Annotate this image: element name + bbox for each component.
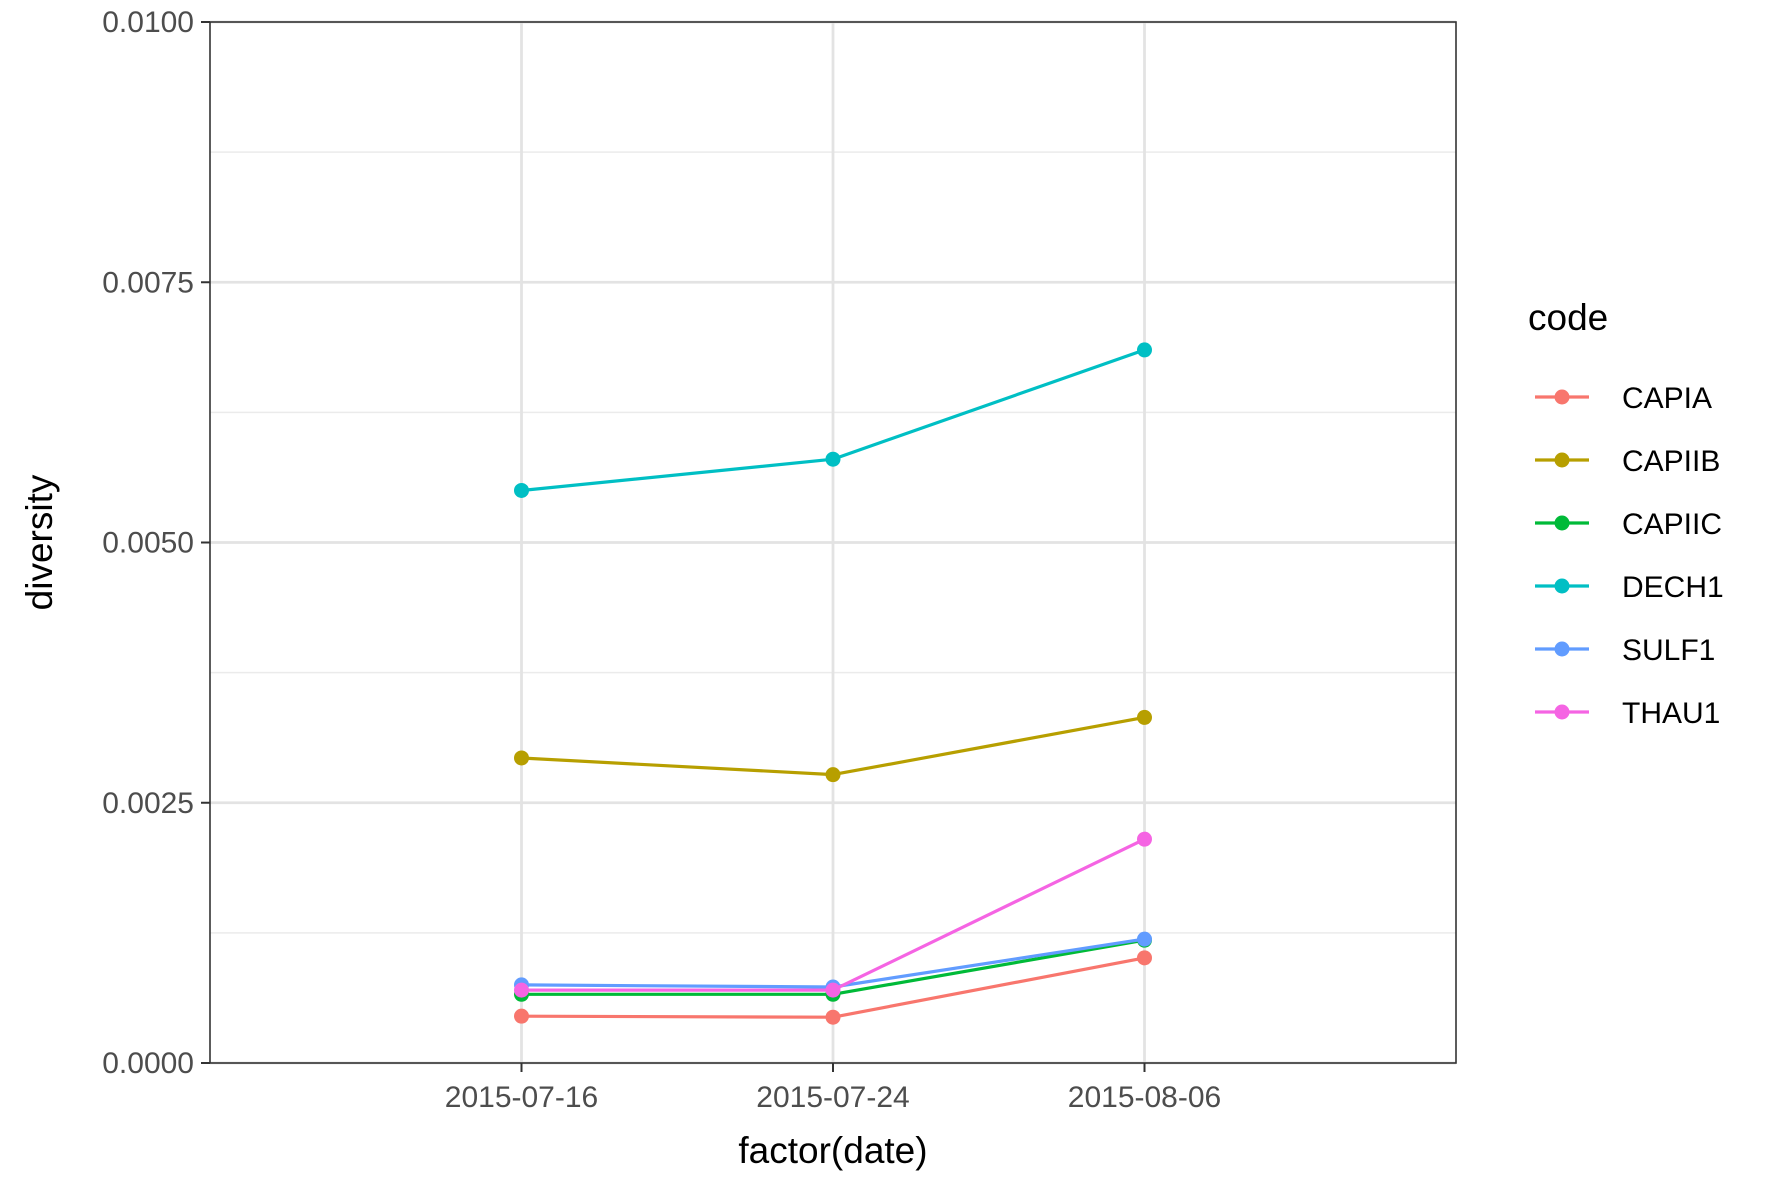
legend-item-sulf1: SULF1 xyxy=(1535,634,1715,667)
series-group xyxy=(514,342,1152,1025)
legend-marker xyxy=(1554,452,1570,468)
legend-label: SULF1 xyxy=(1622,634,1715,667)
series-capiib xyxy=(514,709,1152,783)
data-point xyxy=(1137,931,1152,947)
data-point xyxy=(514,1008,529,1024)
x-axis-title: factor(date) xyxy=(738,1130,927,1171)
series-capia xyxy=(514,950,1152,1025)
legend-label: CAPIIC xyxy=(1622,508,1722,541)
legend-marker xyxy=(1554,515,1570,531)
y-tick-label: 0.0025 xyxy=(102,787,194,820)
y-axis-title: diversity xyxy=(19,474,60,610)
legend-item-thau1: THAU1 xyxy=(1535,697,1720,730)
data-point xyxy=(1137,342,1152,358)
legend-title: code xyxy=(1528,297,1608,338)
legend-item-capia: CAPIA xyxy=(1535,382,1712,415)
data-point xyxy=(1137,709,1152,725)
data-point xyxy=(825,1009,841,1025)
y-tick-label: 0.0075 xyxy=(102,266,194,299)
data-point xyxy=(514,482,529,498)
data-point xyxy=(514,982,529,998)
data-point xyxy=(1137,950,1152,966)
series-thau1 xyxy=(514,831,1152,998)
legend-label: CAPIA xyxy=(1622,382,1712,415)
legend-marker xyxy=(1554,578,1570,594)
legend-item-capiib: CAPIIB xyxy=(1535,445,1720,478)
data-point xyxy=(825,767,841,783)
legend-label: CAPIIB xyxy=(1622,445,1720,478)
axes: 0.0000 0.0025 0.0050 0.0075 0.0100 2015-07-16… xyxy=(102,6,1221,1114)
legend-marker xyxy=(1554,389,1570,405)
y-tick-label: 0.0100 xyxy=(102,6,194,39)
x-tick-label: 2015-07-24 xyxy=(756,1081,909,1114)
legend-item-capiic: CAPIIC xyxy=(1535,508,1722,541)
data-point xyxy=(1137,831,1152,847)
legend-label: THAU1 xyxy=(1622,697,1720,730)
data-point xyxy=(825,451,841,467)
legend: code CAPIA CAPIIB CAPIIC DECH1 SULF1 THAU1 xyxy=(1528,297,1724,730)
y-tick-label: 0.0050 xyxy=(102,527,194,560)
y-tick-label: 0.0000 xyxy=(102,1047,194,1080)
x-tick-label: 2015-08-06 xyxy=(1068,1081,1221,1114)
data-point xyxy=(514,750,529,766)
legend-marker xyxy=(1554,641,1570,657)
legend-marker xyxy=(1554,704,1570,720)
legend-item-dech1: DECH1 xyxy=(1535,571,1724,604)
data-point xyxy=(825,982,841,998)
series-dech1 xyxy=(514,342,1152,498)
x-tick-label: 2015-07-16 xyxy=(445,1081,598,1114)
legend-label: DECH1 xyxy=(1622,571,1724,604)
